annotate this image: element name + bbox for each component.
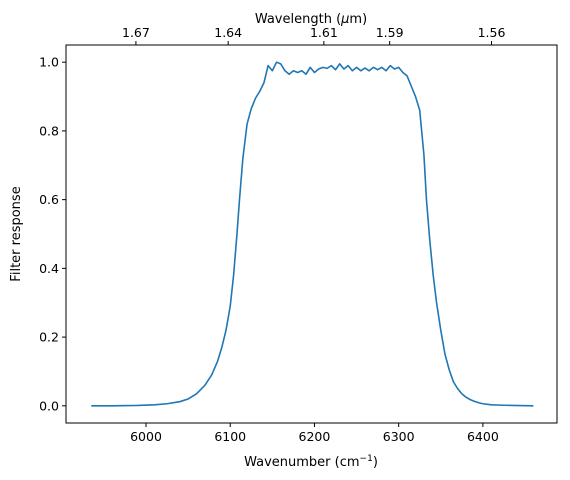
- y-axis-title: Filter response: [9, 186, 24, 281]
- x-tick-label: 6400: [467, 429, 499, 444]
- top-axis-title: Wavelength (μm): [255, 12, 367, 27]
- y-tick-label: 0.0: [39, 398, 59, 413]
- filter-response-line: [91, 61, 534, 407]
- y-tick-label: 0.2: [39, 330, 59, 345]
- y-tick-label: 0.6: [39, 192, 59, 207]
- plot-frame: [65, 44, 558, 424]
- top-tick-label: 1.59: [376, 25, 404, 40]
- x-tick-label: 6000: [130, 429, 162, 444]
- x-tick-label: 6200: [299, 429, 331, 444]
- top-tick-label: 1.64: [214, 25, 242, 40]
- top-tick-label: 1.56: [478, 25, 506, 40]
- x-axis-title-superscript: −1: [360, 454, 373, 464]
- x-tick-label: 6300: [383, 429, 415, 444]
- ticks-layer: 6000 6100 6200 6300 6400 0.0 0.2 0.4 0.6 0.8 1.0 1.…: [39, 25, 505, 444]
- top-axis-title-pre: Wavelength (: [255, 12, 341, 27]
- y-tick-label: 0.8: [39, 123, 59, 138]
- x-axis-title-main: Wavenumber (cm: [244, 455, 359, 470]
- x-tick-label: 6100: [214, 429, 246, 444]
- x-axis-title: Wavenumber (cm−1): [244, 454, 378, 470]
- top-axis-title-mu: μ: [340, 12, 349, 27]
- top-axis-title-post: m): [349, 12, 367, 27]
- top-tick-label: 1.61: [310, 25, 338, 40]
- x-axis-title-end: ): [373, 455, 378, 470]
- y-tick-label: 0.4: [39, 261, 59, 276]
- y-tick-label: 1.0: [39, 55, 59, 70]
- top-tick-label: 1.67: [122, 25, 150, 40]
